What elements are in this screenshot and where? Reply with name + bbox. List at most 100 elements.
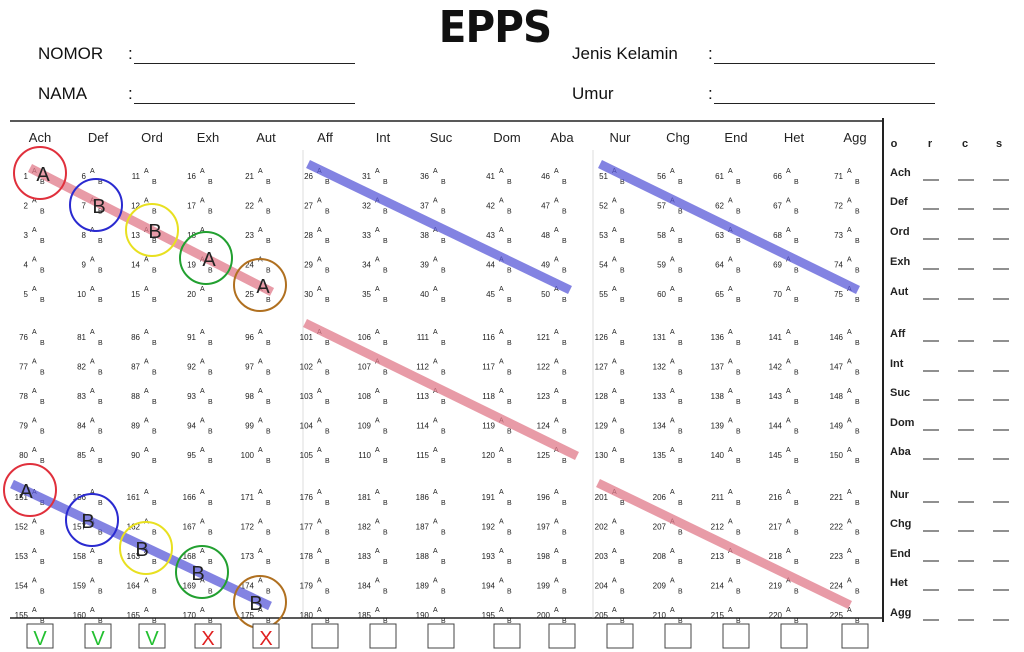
item-option-a: A bbox=[670, 447, 675, 454]
item-option-b: B bbox=[620, 297, 625, 304]
item-option-b: B bbox=[736, 399, 741, 406]
item-number: 76 bbox=[19, 333, 28, 342]
item-number: 215 bbox=[711, 611, 725, 620]
item-number: 183 bbox=[358, 552, 372, 561]
tally-box-aba[interactable] bbox=[548, 623, 576, 649]
item-number: 87 bbox=[131, 363, 140, 372]
item-option-b: B bbox=[794, 530, 799, 537]
item-option-a: A bbox=[554, 286, 559, 293]
item-option-b: B bbox=[620, 530, 625, 537]
tally-box-aff[interactable] bbox=[311, 623, 339, 649]
score-row-label-ord: Ord bbox=[890, 226, 910, 238]
tally-box-suc[interactable] bbox=[427, 623, 455, 649]
item-option-a: A bbox=[258, 198, 263, 205]
item-number: 20 bbox=[187, 290, 196, 299]
item-option-a: A bbox=[499, 168, 504, 175]
circled-answer-top-5: A bbox=[256, 276, 270, 298]
item-number: 164 bbox=[127, 582, 141, 591]
item-number: 113 bbox=[416, 392, 429, 401]
jenis-kelamin-field[interactable] bbox=[714, 63, 935, 64]
item-number: 92 bbox=[187, 363, 196, 372]
tally-box-ord[interactable] bbox=[138, 623, 166, 649]
circled-answer-bottom-5: B bbox=[249, 593, 262, 615]
item-option-b: B bbox=[266, 399, 271, 406]
item-option-a: A bbox=[433, 198, 438, 205]
tally-box-ach[interactable] bbox=[26, 623, 54, 649]
item-option-b: B bbox=[152, 589, 157, 596]
item-option-a: A bbox=[317, 257, 322, 264]
item-number: 177 bbox=[300, 523, 314, 532]
item-number: 83 bbox=[77, 392, 86, 401]
item-option-a: A bbox=[144, 198, 149, 205]
item-option-a: A bbox=[554, 578, 559, 585]
score-row-label-aff: Aff bbox=[890, 328, 906, 340]
item-option-b: B bbox=[678, 399, 683, 406]
tally-box-chg[interactable] bbox=[664, 623, 692, 649]
item-number: 108 bbox=[358, 392, 372, 401]
item-number: 70 bbox=[773, 290, 782, 299]
item-option-b: B bbox=[794, 297, 799, 304]
tally-box-het[interactable] bbox=[780, 623, 808, 649]
item-number: 189 bbox=[416, 582, 430, 591]
item-number: 78 bbox=[19, 392, 28, 401]
item-option-b: B bbox=[152, 340, 157, 347]
item-number: 193 bbox=[482, 552, 496, 561]
item-option-a: A bbox=[375, 168, 380, 175]
tally-box-dom[interactable] bbox=[493, 623, 521, 649]
item-option-a: A bbox=[32, 286, 37, 293]
item-option-b: B bbox=[383, 500, 388, 507]
item-option-a: A bbox=[433, 329, 438, 336]
item-number: 86 bbox=[131, 333, 140, 342]
item-number: 19 bbox=[187, 261, 196, 270]
jenis-kelamin-colon: : bbox=[708, 44, 713, 63]
item-option-a: A bbox=[375, 227, 380, 234]
item-number: 170 bbox=[183, 611, 197, 620]
answer-circle-bottom-4 bbox=[175, 545, 229, 599]
item-number: 97 bbox=[245, 363, 254, 372]
item-number: 219 bbox=[769, 582, 783, 591]
umur-field[interactable] bbox=[714, 103, 935, 104]
item-option-a: A bbox=[144, 447, 149, 454]
item-number: 4 bbox=[24, 261, 29, 270]
item-number: 110 bbox=[358, 451, 371, 460]
item-option-b: B bbox=[441, 268, 446, 275]
item-number: 174 bbox=[241, 582, 255, 591]
item-number: 68 bbox=[773, 231, 782, 240]
item-number: 200 bbox=[537, 611, 551, 620]
circled-answer-bottom-3: B bbox=[135, 539, 148, 561]
item-number: 224 bbox=[830, 582, 844, 591]
item-number: 52 bbox=[599, 202, 608, 211]
item-option-b: B bbox=[266, 268, 271, 275]
item-option-a: A bbox=[612, 548, 617, 555]
item-number: 152 bbox=[15, 523, 29, 532]
item-option-a: A bbox=[433, 607, 438, 614]
nama-field[interactable] bbox=[134, 103, 355, 104]
item-option-b: B bbox=[794, 458, 799, 465]
nomor-field[interactable] bbox=[134, 63, 355, 64]
tally-box-end[interactable] bbox=[722, 623, 750, 649]
score-row-label-suc: Suc bbox=[890, 387, 910, 399]
item-option-a: A bbox=[499, 447, 504, 454]
tally-box-agg[interactable] bbox=[841, 623, 869, 649]
tally-box-exh[interactable] bbox=[194, 623, 222, 649]
item-option-b: B bbox=[794, 209, 799, 216]
tally-box-aut[interactable] bbox=[252, 623, 280, 649]
item-option-b: B bbox=[152, 370, 157, 377]
item-number: 112 bbox=[416, 363, 429, 372]
item-number: 90 bbox=[131, 451, 140, 460]
item-option-a: A bbox=[612, 447, 617, 454]
item-number: 141 bbox=[769, 333, 783, 342]
item-option-a: A bbox=[554, 388, 559, 395]
item-option-a: A bbox=[90, 286, 95, 293]
item-number: 195 bbox=[482, 611, 496, 620]
item-option-b: B bbox=[620, 618, 625, 625]
item-option-a: A bbox=[499, 489, 504, 496]
tally-mark-ach: V bbox=[33, 628, 47, 650]
item-number: 1 bbox=[24, 172, 29, 181]
nama-label: NAMA bbox=[38, 84, 88, 103]
tally-box-def[interactable] bbox=[84, 623, 112, 649]
tally-box-int[interactable] bbox=[369, 623, 397, 649]
item-number: 43 bbox=[486, 231, 495, 240]
item-number: 98 bbox=[245, 392, 254, 401]
tally-box-nur[interactable] bbox=[606, 623, 634, 649]
